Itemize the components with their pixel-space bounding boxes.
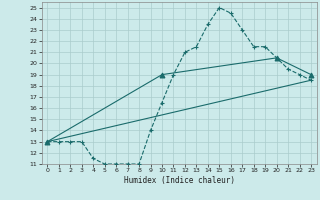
X-axis label: Humidex (Indice chaleur): Humidex (Indice chaleur) xyxy=(124,176,235,185)
